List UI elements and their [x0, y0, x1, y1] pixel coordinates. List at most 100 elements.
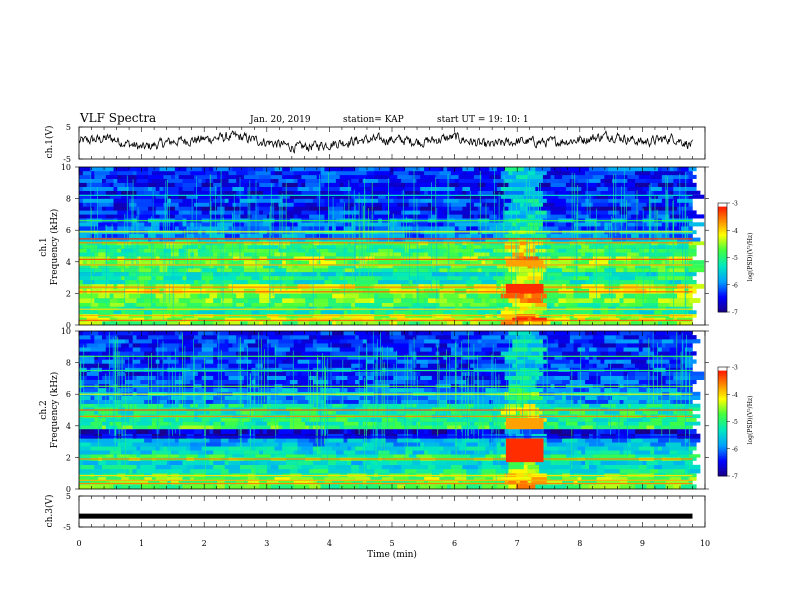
spectrogram-cell	[194, 429, 199, 434]
spectrogram-cell	[447, 484, 452, 490]
spectrogram-cell	[174, 417, 179, 422]
spectrogram-cell	[658, 248, 670, 253]
spectrogram-cell	[546, 480, 563, 485]
spectrogram-cell	[301, 272, 317, 277]
spectrogram-cell	[558, 442, 567, 447]
spectrogram-cell	[443, 198, 448, 203]
spectrogram-cell	[328, 186, 340, 191]
spectrogram-cell	[190, 446, 202, 451]
spectrogram-cell	[596, 371, 613, 376]
spectrogram-cell	[178, 202, 195, 207]
spectrogram-cell	[677, 256, 682, 261]
spectrogram-cell	[220, 438, 229, 443]
spectrogram-cell	[316, 317, 333, 322]
spectrogram-cell	[558, 233, 574, 238]
spectrogram-cell	[424, 248, 429, 253]
spectrogram-cell	[585, 268, 597, 273]
spectrogram-cell	[665, 480, 674, 485]
spectrogram-cell	[370, 298, 375, 303]
spectrogram-cell	[297, 399, 310, 404]
spectrogram-cell	[94, 280, 110, 285]
spectrogram-cell	[600, 190, 617, 195]
spectrogram-cell	[454, 395, 467, 400]
spectrogram-cell	[635, 375, 647, 380]
spectrogram-cell	[79, 317, 87, 322]
spectrogram-cell	[197, 454, 206, 458]
spectrogram-cell	[504, 226, 521, 231]
spectrogram-cell	[366, 464, 371, 470]
spectrogram-cell	[542, 310, 559, 315]
spectrogram-cell	[677, 198, 689, 203]
spectrogram-cell	[546, 306, 551, 311]
spectrogram-cell	[293, 190, 302, 195]
spectrogram-cell	[220, 298, 233, 303]
spectrogram-cell	[82, 399, 91, 404]
spectrogram-cell	[385, 298, 394, 303]
spectrogram-cell	[508, 190, 524, 195]
spectrogram-cell	[351, 433, 356, 439]
spectrogram-cell	[86, 293, 99, 299]
spectrogram-cell	[397, 367, 406, 372]
spectrogram-cell	[247, 476, 256, 481]
spectrogram-cell	[117, 178, 130, 183]
spectrogram-cell	[358, 363, 363, 368]
spectrogram-cell	[328, 407, 344, 411]
spectrogram-cell	[654, 450, 670, 455]
spectrogram-cell	[86, 317, 99, 322]
spectrogram-cell	[684, 433, 689, 439]
spectrogram-cell	[581, 310, 594, 315]
spectrogram-cell	[205, 171, 218, 176]
spectrogram-cell	[658, 446, 663, 451]
spectrogram-cell	[393, 407, 402, 411]
spectrogram-cell	[677, 407, 689, 411]
spectrogram-cell	[378, 321, 390, 326]
spectrogram-cell	[427, 367, 440, 372]
spectrogram-cell	[485, 302, 490, 307]
spectrogram-cell	[335, 460, 348, 465]
spectrogram-cell	[454, 210, 471, 215]
spectrogram-cell	[650, 450, 655, 455]
spectrogram-cell	[466, 317, 475, 322]
spectrogram-cell	[408, 454, 417, 458]
spectrogram-cell	[197, 248, 206, 253]
spectrogram-cell	[128, 476, 141, 481]
spectrogram-cell	[443, 410, 452, 415]
spectrogram-cell	[619, 280, 636, 285]
spectrogram-cell	[378, 480, 383, 485]
spectrogram-cell	[293, 276, 310, 281]
spectrogram-cell	[592, 298, 605, 303]
spectrogram-cell	[159, 387, 164, 392]
spectrogram-cell	[435, 206, 452, 211]
spectrogram-cell	[404, 407, 421, 411]
spectrogram-cell	[171, 421, 183, 426]
spectrogram-cell	[113, 186, 118, 191]
start-time-label: start UT = 19: 10: 1	[437, 115, 529, 125]
spectrogram-cell	[178, 268, 187, 273]
spectrogram-cell	[102, 206, 107, 211]
spectrogram-cell	[98, 194, 110, 199]
spectrogram-cell	[550, 403, 559, 408]
spectrogram-cell	[420, 363, 429, 368]
spectrogram-cell	[274, 288, 287, 294]
spectrogram-cell	[289, 387, 298, 392]
spectrogram-cell	[132, 387, 137, 392]
spectrogram-cell	[178, 438, 191, 443]
spectrogram-cell	[385, 206, 398, 211]
spectrogram-cell	[389, 174, 398, 179]
ch1-waveform-line	[78, 130, 693, 154]
spectrogram-cell	[286, 252, 291, 257]
spectrogram-cell	[389, 379, 406, 385]
spectrogram-cell	[289, 417, 302, 422]
spectrogram-cell	[608, 186, 617, 191]
spectrogram-cell	[355, 379, 360, 385]
spectrogram-cell	[197, 371, 206, 376]
spectrogram-cell	[477, 438, 490, 443]
spectrogram-cell	[289, 276, 294, 281]
spectrogram-cell	[661, 476, 670, 481]
spectrogram-cell	[481, 460, 494, 465]
spectrogram-cell	[404, 450, 413, 455]
spectrogram-cell	[397, 317, 409, 322]
spectrogram-cell	[144, 190, 160, 195]
spectrogram-cell	[424, 256, 433, 261]
